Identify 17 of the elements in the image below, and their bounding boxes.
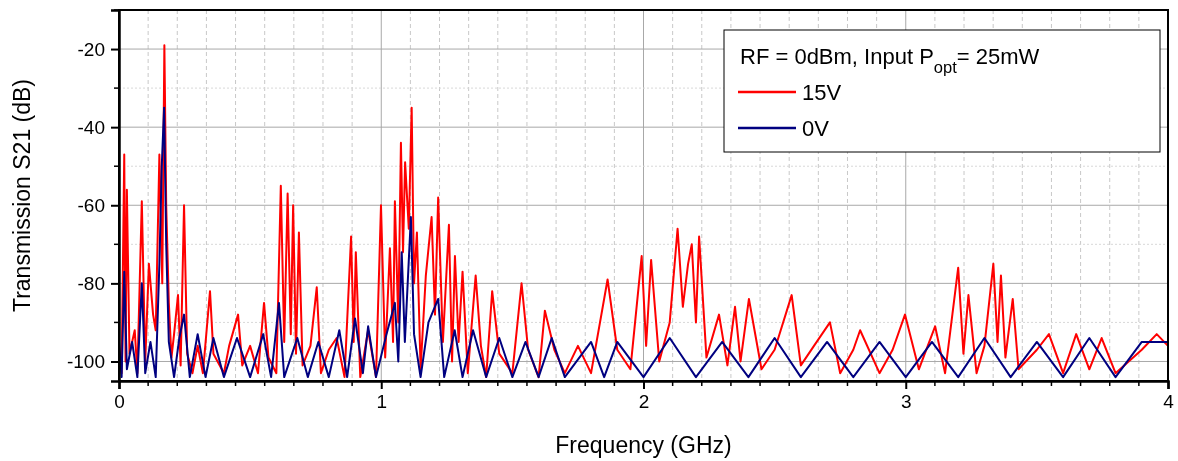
x-tick-label: 4 [1163, 391, 1175, 413]
legend-title: RF = 0dBm, Input P$_{opt}$= 25mW [740, 44, 1040, 76]
y-tick-label: -100 [66, 351, 105, 373]
x-tick-label: 0 [114, 391, 125, 413]
line-series [119, 44, 1168, 379]
legend-label: 0V [802, 116, 830, 141]
x-tick-label: 2 [638, 391, 650, 413]
y-axis-title: Transmission S21 (dB) [9, 78, 35, 313]
y-tick-label: -60 [77, 194, 105, 216]
x-tick-label: 3 [900, 391, 912, 413]
x-axis-title: Frequency (GHz) [555, 432, 732, 458]
line-series [119, 106, 1168, 379]
y-tick-label: -20 [77, 38, 105, 60]
y-tick-label: -40 [77, 116, 105, 138]
y-tick-label: -80 [77, 272, 105, 294]
x-tick-label: 1 [376, 391, 388, 413]
legend-label: 15V [802, 80, 842, 105]
